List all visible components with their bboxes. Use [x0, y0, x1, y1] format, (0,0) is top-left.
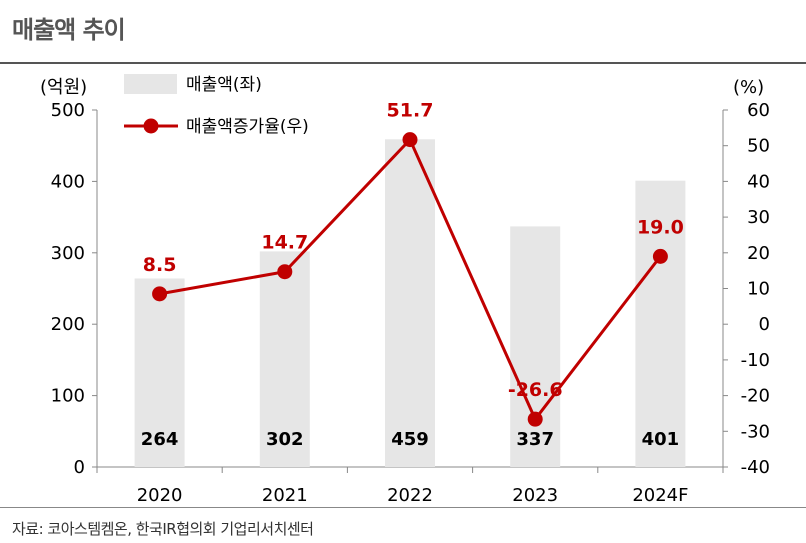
right-axis-unit: (%) — [733, 77, 764, 98]
source-note: 자료: 코아스템켐온, 한국IR협의회 기업리서치센터 — [12, 520, 314, 538]
line-point — [527, 411, 543, 427]
line-value-label: -26.6 — [508, 379, 563, 401]
bar — [510, 226, 561, 467]
bar-value-labels: 264 302 459 337 401 — [141, 429, 679, 450]
title-divider — [0, 62, 806, 64]
bar — [385, 139, 435, 468]
bar-value-label: 264 — [141, 429, 179, 450]
legend-line-marker — [143, 118, 159, 134]
left-tick-label: 0 — [74, 457, 85, 478]
right-tick-label: 0 — [759, 314, 770, 335]
legend-line-label: 매출액증가율(우) — [186, 117, 309, 137]
left-tick-label: 300 — [51, 243, 85, 264]
left-tick-label: 200 — [51, 314, 85, 335]
line-value-label: 8.5 — [143, 254, 177, 276]
page-title: 매출액 추이 — [12, 16, 126, 44]
bar — [259, 251, 310, 467]
legend-bar-label: 매출액(좌) — [186, 75, 262, 95]
line-value-label: 14.7 — [261, 232, 308, 254]
left-tick-label: 100 — [51, 386, 85, 407]
chart-axes: 0 100 200 300 400 500 -40 -30 -20 -10 0 10 20 30 40 50 6… — [40, 77, 770, 506]
right-tick-label: 60 — [747, 100, 770, 121]
line-point — [652, 248, 668, 264]
bar-value-label: 302 — [266, 429, 304, 450]
line-point — [277, 264, 293, 280]
right-tick-label: -10 — [741, 350, 770, 371]
x-tick-label: 2020 — [137, 485, 183, 506]
line-value-label: 19.0 — [637, 216, 684, 238]
line-value-labels: 8.5 14.7 51.7 -26.6 19.0 — [143, 100, 684, 402]
combo-chart: 0 100 200 300 400 500 -40 -30 -20 -10 0 10 20 30 40 50 6… — [40, 74, 770, 506]
bar-series — [134, 139, 686, 468]
bar-value-label: 401 — [642, 429, 680, 450]
legend-bar-swatch — [124, 74, 177, 94]
line-value-label: 51.7 — [387, 100, 434, 122]
right-tick-label: 20 — [747, 243, 770, 264]
line-point — [152, 286, 168, 302]
bar-value-label: 337 — [516, 429, 554, 450]
left-tick-label: 500 — [51, 100, 85, 121]
right-tick-label: 10 — [747, 279, 770, 300]
x-tick-label: 2023 — [512, 485, 558, 506]
line-point — [402, 132, 418, 148]
right-tick-label: -40 — [741, 457, 770, 478]
x-tick-label: 2024F — [632, 485, 688, 506]
chart-legend: 매출액(좌) 매출액증가율(우) — [124, 74, 309, 137]
x-tick-label: 2022 — [387, 485, 433, 506]
right-tick-label: 30 — [747, 207, 770, 228]
bar-value-label: 459 — [391, 429, 429, 450]
right-tick-label: 40 — [747, 171, 770, 192]
left-tick-label: 400 — [51, 171, 85, 192]
x-tick-label: 2021 — [262, 485, 308, 506]
right-tick-label: -20 — [741, 386, 770, 407]
line-series — [152, 132, 668, 427]
footer-divider — [0, 507, 806, 508]
right-tick-label: 50 — [747, 136, 770, 157]
left-axis-unit: (억원) — [40, 77, 87, 98]
right-tick-label: -30 — [741, 421, 770, 442]
bar — [635, 180, 686, 467]
bar — [134, 278, 185, 467]
